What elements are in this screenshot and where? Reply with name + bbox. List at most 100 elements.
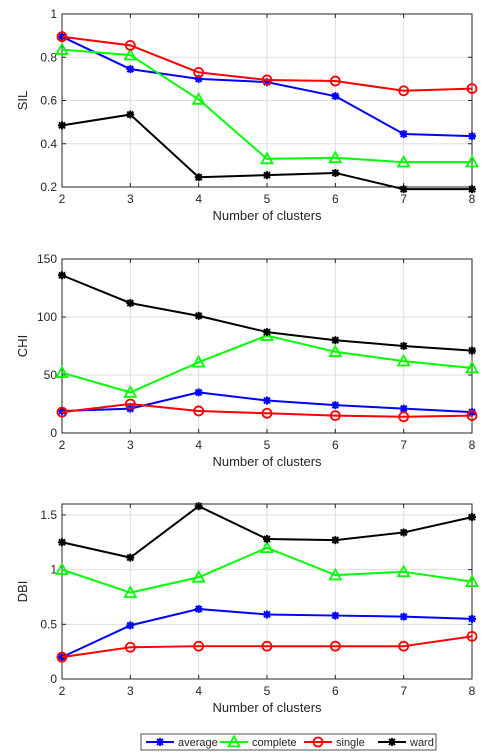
data-point-single	[329, 410, 341, 422]
x-tick-label: 7	[400, 438, 407, 452]
data-point-complete	[464, 360, 480, 374]
series-ward	[58, 110, 476, 194]
y-axis-label: SIL	[15, 91, 30, 111]
data-point-ward	[399, 528, 408, 537]
data-point-single	[193, 640, 205, 652]
series-line-single	[61, 403, 473, 418]
x-tick-label: 4	[195, 684, 202, 698]
data-point-complete	[191, 569, 206, 583]
chart-panel-sil: 2 3 4 5 6 7 8 0.2 0.4 0.6 0.8 1 Number of clusters SI…	[15, 7, 480, 223]
data-point-average	[468, 614, 476, 623]
data-point-complete	[123, 385, 138, 398]
data-point-single	[398, 411, 410, 423]
data-point-ward	[468, 346, 476, 355]
data-point-single	[124, 641, 136, 653]
series-ward	[58, 502, 476, 562]
y-tick-label: 0.8	[40, 50, 57, 64]
x-tick-label: 2	[59, 192, 66, 206]
series-line-single	[61, 635, 473, 659]
data-point-single	[466, 83, 478, 95]
series-line-complete	[61, 48, 472, 164]
x-axis-label: Number of clusters	[212, 454, 322, 469]
series-single	[56, 31, 478, 97]
data-point-single	[398, 85, 410, 97]
series-single	[56, 630, 478, 663]
data-point-single	[261, 640, 273, 652]
data-point-average	[331, 92, 340, 101]
y-tick-label: 150	[37, 252, 57, 266]
legend-marker	[388, 738, 396, 746]
data-point-average	[58, 32, 66, 41]
y-tick-label: 0.6	[40, 94, 57, 108]
y-tick-label: 0.4	[40, 137, 57, 151]
series-single	[56, 398, 478, 423]
data-point-complete	[464, 574, 480, 587]
data-point-complete	[259, 540, 275, 554]
data-point-average	[194, 388, 203, 397]
data-point-complete	[464, 154, 480, 168]
data-point-average	[126, 65, 135, 74]
data-point-complete	[54, 365, 70, 378]
data-point-ward	[468, 185, 476, 194]
x-tick-label: 2	[59, 684, 66, 698]
legend-label: average	[178, 737, 218, 749]
data-point-single	[56, 406, 68, 418]
series-complete	[54, 42, 480, 168]
y-tick-label: 0.2	[40, 180, 57, 194]
data-point-ward	[126, 110, 135, 119]
data-point-complete	[328, 567, 343, 581]
legend-label: single	[336, 737, 365, 749]
data-point-average	[331, 611, 340, 620]
legend-marker	[156, 738, 164, 746]
data-point-ward	[194, 502, 203, 511]
data-point-average	[263, 78, 271, 87]
data-point-ward	[263, 328, 271, 337]
data-point-single	[466, 410, 478, 422]
data-point-complete	[123, 585, 138, 598]
data-point-average	[194, 605, 203, 613]
data-point-single	[261, 74, 273, 86]
data-point-single	[261, 407, 273, 419]
data-point-complete	[328, 344, 343, 358]
data-point-ward	[58, 538, 66, 547]
data-point-ward	[58, 271, 66, 280]
x-tick-label: 8	[469, 438, 476, 452]
x-tick-label: 5	[264, 438, 271, 452]
data-point-average	[468, 132, 476, 141]
data-point-single	[56, 31, 68, 43]
series-average	[58, 32, 476, 141]
data-point-ward	[194, 173, 203, 182]
y-tick-label: 1	[50, 563, 57, 577]
data-point-complete	[191, 354, 206, 368]
data-point-ward	[468, 513, 476, 522]
data-point-single	[398, 640, 410, 652]
x-tick-label: 2	[59, 438, 66, 452]
x-axis-label: Number of clusters	[212, 208, 322, 223]
legend-marker	[226, 734, 242, 748]
chart-panel-dbi: 2 3 4 5 6 7 8 0 0.5 1 1.5 Number of clusters DBI	[15, 502, 480, 715]
data-point-complete	[123, 47, 138, 61]
data-point-average	[263, 396, 271, 405]
y-tick-label: 0	[50, 672, 57, 686]
data-point-single	[124, 39, 136, 51]
legend-box	[140, 733, 437, 751]
legend-entry-average: average	[146, 737, 218, 749]
y-axis-label: CHI	[15, 335, 30, 357]
data-point-ward	[58, 121, 66, 130]
data-point-complete	[259, 151, 275, 165]
x-tick-label: 7	[400, 684, 407, 698]
data-point-average	[468, 408, 476, 417]
y-tick-label: 1	[50, 7, 57, 21]
x-tick-label: 6	[332, 192, 339, 206]
x-tick-label: 7	[400, 192, 407, 206]
legend-entry-single: single	[304, 736, 365, 749]
x-tick-label: 8	[469, 192, 476, 206]
data-point-ward	[263, 171, 271, 180]
x-axis-label: Number of clusters	[212, 700, 322, 715]
chart-panel-chi: 2 3 4 5 6 7 8 0 50 100 150 Number of clusters CHI	[15, 252, 480, 469]
data-point-single	[193, 66, 205, 78]
x-tick-label: 4	[195, 192, 202, 206]
legend-entry-ward: ward	[378, 737, 434, 749]
legend: average complete single ward	[140, 733, 437, 751]
data-point-ward	[399, 185, 408, 194]
